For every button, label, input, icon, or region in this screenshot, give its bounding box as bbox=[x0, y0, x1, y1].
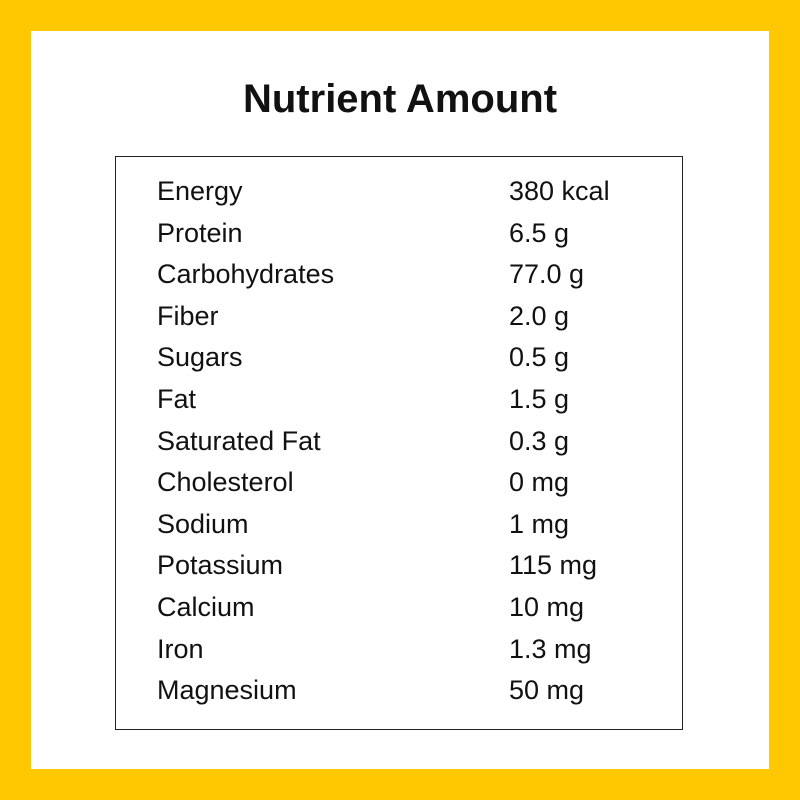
nutrient-name: Potassium bbox=[157, 545, 283, 585]
nutrient-amount: 10 mg bbox=[509, 587, 584, 627]
table-row: Saturated Fat 0.3 g bbox=[157, 421, 677, 461]
nutrient-name: Protein bbox=[157, 213, 243, 253]
table-row: Magnesium 50 mg bbox=[157, 670, 677, 710]
nutrient-amount: 0 mg bbox=[509, 462, 569, 502]
nutrient-amount: 0.5 g bbox=[509, 337, 569, 377]
table-row: Sugars 0.5 g bbox=[157, 337, 677, 377]
nutrient-amount: 115 mg bbox=[509, 545, 597, 585]
table-row: Fat 1.5 g bbox=[157, 379, 677, 419]
table-row: Fiber 2.0 g bbox=[157, 296, 677, 336]
table-row: Calcium 10 mg bbox=[157, 587, 677, 627]
nutrient-amount: 1 mg bbox=[509, 504, 569, 544]
nutrient-amount: 2.0 g bbox=[509, 296, 569, 336]
nutrition-card: Nutrient Amount Energy 380 kcal Protein 6.5… bbox=[31, 31, 769, 769]
table-row: Energy 380 kcal bbox=[157, 171, 677, 211]
page-title: Nutrient Amount bbox=[31, 77, 769, 121]
nutrient-name: Fat bbox=[157, 379, 196, 419]
table-row: Iron 1.3 mg bbox=[157, 629, 677, 669]
nutrient-amount: 380 kcal bbox=[509, 171, 610, 211]
nutrient-table: Energy 380 kcal Protein 6.5 g Carbohydrates 7… bbox=[115, 156, 683, 730]
nutrient-name: Sodium bbox=[157, 504, 249, 544]
nutrient-amount: 50 mg bbox=[509, 670, 584, 710]
table-row: Potassium 115 mg bbox=[157, 545, 677, 585]
nutrient-name: Energy bbox=[157, 171, 243, 211]
nutrient-amount: 1.3 mg bbox=[509, 629, 592, 669]
nutrient-amount: 6.5 g bbox=[509, 213, 569, 253]
nutrient-name: Sugars bbox=[157, 337, 243, 377]
table-row: Cholesterol 0 mg bbox=[157, 462, 677, 502]
nutrient-amount: 77.0 g bbox=[509, 254, 584, 294]
nutrient-name: Cholesterol bbox=[157, 462, 294, 502]
table-row: Sodium 1 mg bbox=[157, 504, 677, 544]
nutrient-amount: 1.5 g bbox=[509, 379, 569, 419]
table-row: Protein 6.5 g bbox=[157, 213, 677, 253]
table-row: Carbohydrates 77.0 g bbox=[157, 254, 677, 294]
nutrient-name: Carbohydrates bbox=[157, 254, 334, 294]
nutrient-name: Saturated Fat bbox=[157, 421, 321, 461]
nutrient-name: Magnesium bbox=[157, 670, 297, 710]
nutrient-name: Iron bbox=[157, 629, 204, 669]
nutrient-name: Fiber bbox=[157, 296, 219, 336]
nutrient-name: Calcium bbox=[157, 587, 255, 627]
nutrient-amount: 0.3 g bbox=[509, 421, 569, 461]
